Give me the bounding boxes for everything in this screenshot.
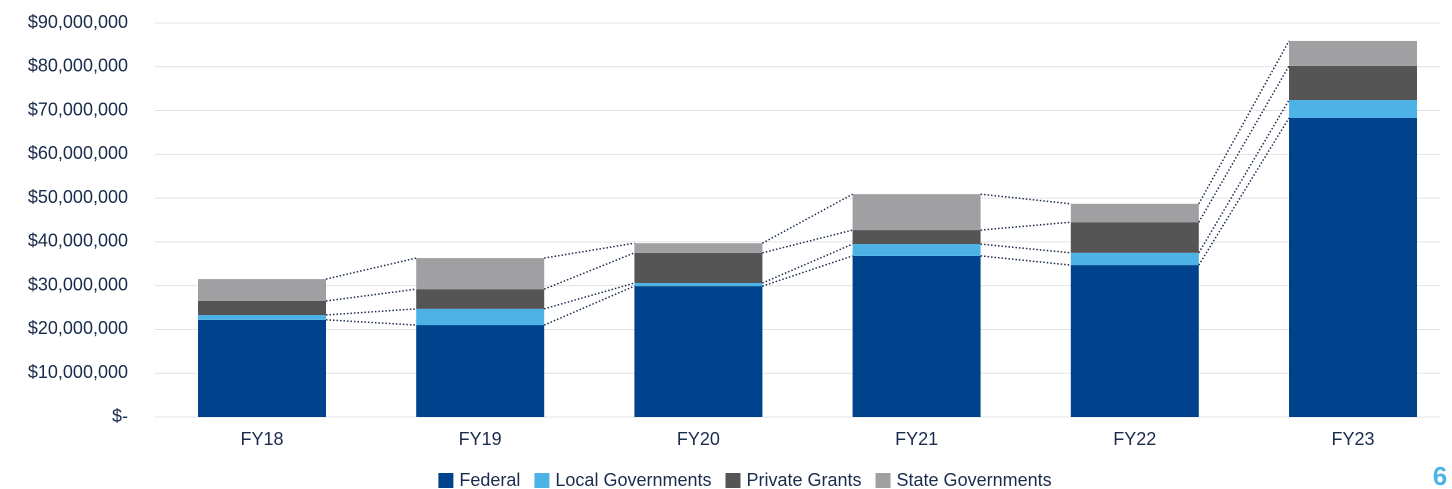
connector — [1198, 65, 1290, 223]
legend-label: Local Governments — [555, 470, 711, 489]
connector — [325, 257, 417, 280]
bar-segment — [416, 325, 545, 417]
connector — [980, 193, 1071, 205]
bar-segment — [852, 244, 981, 256]
y-tick-label: $- — [112, 406, 128, 426]
bar-segment — [198, 300, 326, 315]
legend-label: Private Grants — [746, 470, 861, 489]
bar-segment — [1289, 117, 1417, 418]
connector — [543, 252, 635, 290]
bar-segment — [852, 255, 981, 417]
legend-label: Federal — [459, 470, 520, 489]
bar-segment — [416, 258, 545, 290]
bar-segment — [198, 279, 326, 301]
connector — [1198, 117, 1290, 266]
x-tick-label: FY19 — [459, 429, 502, 449]
bar-segment — [416, 308, 545, 326]
page-number: 6 — [1433, 461, 1447, 489]
x-tick-label: FY18 — [240, 429, 283, 449]
connector — [980, 255, 1071, 266]
legend-swatch — [534, 473, 550, 488]
legend-swatch — [438, 473, 454, 488]
y-tick-label: $80,000,000 — [28, 56, 128, 76]
connector — [762, 243, 853, 284]
legend-swatch — [725, 473, 741, 488]
x-tick-label: FY22 — [1113, 429, 1156, 449]
bar-segment — [634, 283, 763, 287]
connector — [543, 282, 635, 310]
connector — [762, 229, 853, 254]
connector — [980, 221, 1071, 231]
y-tick-label: $20,000,000 — [28, 318, 128, 338]
x-tick-label: FY23 — [1331, 429, 1374, 449]
y-tick-label: $50,000,000 — [28, 187, 128, 207]
bar-segment — [198, 314, 326, 320]
connector — [1198, 40, 1290, 205]
bar-segment — [634, 243, 763, 253]
bar-segment — [634, 286, 763, 417]
x-tick-label: FY21 — [895, 429, 938, 449]
y-tick-label: $10,000,000 — [28, 362, 128, 382]
connector — [543, 285, 635, 326]
y-tick-label: $30,000,000 — [28, 274, 128, 294]
connector — [762, 255, 853, 287]
legend-swatch — [875, 473, 891, 488]
y-tick-label: $40,000,000 — [28, 231, 128, 251]
y-tick-label: $60,000,000 — [28, 143, 128, 163]
bar-segment — [198, 319, 326, 417]
y-tick-label: $70,000,000 — [28, 99, 128, 119]
bar-segment — [1289, 40, 1417, 66]
connector — [325, 308, 417, 316]
legend-label: State Governments — [897, 470, 1052, 489]
bar-segment — [1070, 222, 1199, 253]
connector — [325, 288, 417, 302]
bar-segment — [1070, 252, 1199, 266]
bar-segment — [416, 289, 545, 309]
bar-segment — [1289, 65, 1417, 101]
bar-segment — [1289, 100, 1417, 118]
connector — [1198, 99, 1290, 254]
bar-segment — [852, 230, 981, 245]
x-tick-label: FY20 — [677, 429, 720, 449]
bar-segment — [1070, 265, 1199, 417]
bar-segment — [634, 252, 763, 284]
bar-segment — [852, 194, 981, 231]
connector — [325, 319, 417, 326]
connector — [762, 193, 853, 244]
connector — [544, 242, 635, 259]
connector — [980, 243, 1071, 254]
bar-segment — [1070, 203, 1199, 223]
y-tick-label: $90,000,000 — [28, 12, 128, 32]
